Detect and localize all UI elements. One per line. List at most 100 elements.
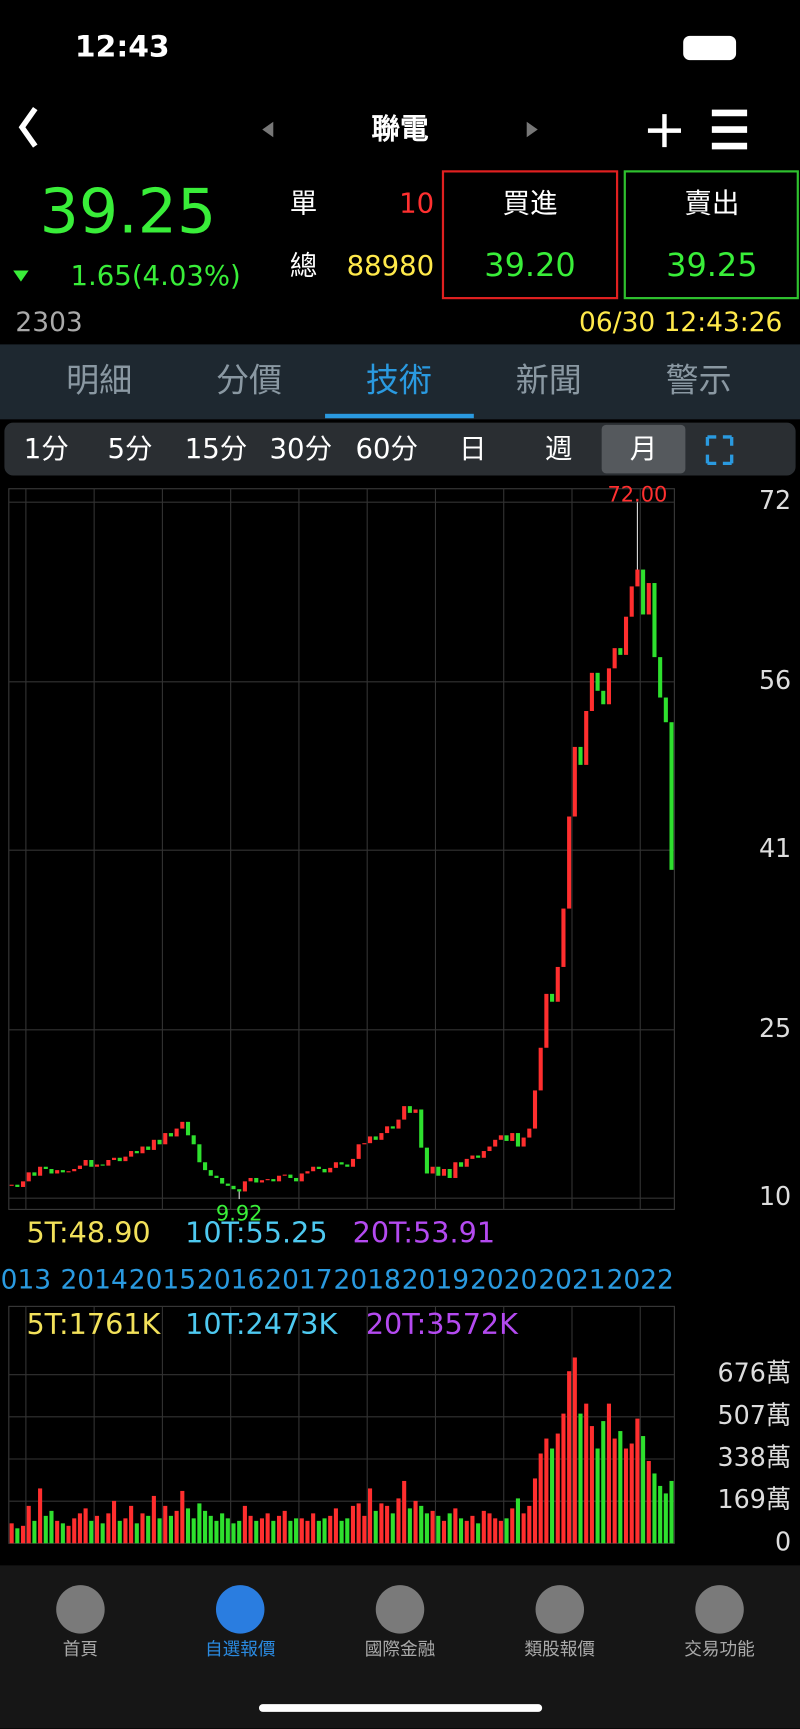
- nav-icon[interactable]: [215, 1585, 265, 1634]
- candle: [578, 746, 583, 765]
- x-tick-label: 2017: [265, 1265, 332, 1296]
- timestamp: 06/30 12:43:26: [579, 307, 782, 338]
- candle: [481, 1151, 486, 1158]
- candle: [237, 1189, 242, 1192]
- period[interactable]: 15分: [185, 433, 248, 465]
- candle: [595, 672, 600, 691]
- volume-bar: [203, 1510, 208, 1544]
- tab[interactable]: 技術: [366, 360, 432, 399]
- next-stock[interactable]: [526, 121, 538, 138]
- back-button[interactable]: [18, 106, 38, 148]
- candle: [20, 1181, 26, 1187]
- volume-bar: [447, 1513, 452, 1544]
- nav-label[interactable]: 國際金融: [365, 1639, 436, 1660]
- candle: [493, 1139, 498, 1147]
- nav-label[interactable]: 首頁: [63, 1639, 98, 1660]
- volume-bar: [356, 1503, 361, 1544]
- tab[interactable]: 新聞: [516, 360, 582, 399]
- candle: [367, 1136, 373, 1144]
- volume-bar: [487, 1513, 492, 1544]
- candle: [129, 1151, 134, 1157]
- candle: [191, 1135, 196, 1145]
- period[interactable]: 60分: [355, 433, 418, 465]
- status-time: 12:43: [75, 29, 170, 64]
- volume-bar: [294, 1518, 299, 1544]
- x-tick-label: 2015: [129, 1265, 196, 1296]
- volume-bar: [572, 1357, 577, 1544]
- period[interactable]: 30分: [270, 433, 333, 465]
- candle: [294, 1177, 299, 1182]
- volume-bar: [567, 1371, 572, 1544]
- candle: [271, 1179, 276, 1182]
- candle: [441, 1168, 447, 1176]
- nav-label[interactable]: 自選報價: [205, 1639, 276, 1660]
- candle: [606, 668, 612, 705]
- candle: [66, 1171, 71, 1173]
- tab[interactable]: 警示: [666, 360, 732, 399]
- x-tick-label: 2019: [402, 1265, 469, 1296]
- volume-bar: [584, 1403, 589, 1544]
- candle: [572, 746, 577, 817]
- volume-bar: [396, 1498, 401, 1544]
- volume-bar: [623, 1448, 629, 1544]
- ma-legend: 20T:53.91: [353, 1216, 495, 1250]
- prev-stock[interactable]: [262, 121, 274, 138]
- ask-box[interactable]: [623, 170, 799, 300]
- candle: [538, 1047, 543, 1091]
- bid-price: 39.20: [484, 246, 575, 284]
- candle: [15, 1184, 20, 1187]
- volume-ma-legend: 5T:1761K: [26, 1307, 161, 1341]
- single-volume: 10: [399, 187, 434, 219]
- fullscreen-button[interactable]: [705, 435, 734, 466]
- period[interactable]: 月: [630, 433, 658, 465]
- nav-icon[interactable]: [56, 1585, 105, 1634]
- volume-bar: [328, 1515, 333, 1544]
- period[interactable]: 5分: [107, 433, 152, 465]
- nav-label[interactable]: 交易功能: [684, 1639, 755, 1660]
- volume-bar: [652, 1473, 657, 1544]
- volume-bar: [134, 1523, 139, 1544]
- volume-bar: [157, 1518, 162, 1544]
- candle: [453, 1162, 458, 1178]
- bid-label: 買進: [502, 187, 557, 219]
- volume-bar: [407, 1508, 412, 1544]
- volume-bar: [32, 1520, 37, 1544]
- volume-bar: [259, 1518, 265, 1544]
- candle: [151, 1139, 156, 1150]
- candle: [419, 1109, 424, 1148]
- down-arrow: [13, 270, 29, 282]
- nav-label[interactable]: 類股報價: [525, 1639, 596, 1660]
- tab[interactable]: 分價: [216, 360, 282, 399]
- nav-icon[interactable]: [695, 1585, 744, 1634]
- period[interactable]: 日: [459, 433, 487, 465]
- add-button[interactable]: [647, 114, 681, 148]
- candle: [464, 1158, 469, 1167]
- volume-bar: [413, 1500, 418, 1544]
- candle: [106, 1160, 111, 1166]
- menu-button[interactable]: [711, 109, 748, 150]
- last-price: 39.25: [40, 176, 217, 248]
- volume-bar: [43, 1515, 48, 1544]
- volume-bar: [26, 1505, 31, 1544]
- volume-bar: [77, 1513, 82, 1544]
- bid-box[interactable]: [441, 170, 619, 300]
- volume-bar: [214, 1520, 219, 1544]
- volume-bar: [322, 1518, 327, 1544]
- period[interactable]: 1分: [24, 433, 69, 465]
- candle: [77, 1165, 82, 1169]
- period[interactable]: 週: [545, 433, 573, 465]
- candle: [390, 1126, 395, 1129]
- volume-bar: [15, 1528, 20, 1544]
- volume-bar: [345, 1518, 350, 1544]
- volume-bar: [510, 1508, 515, 1544]
- volume-bar: [669, 1480, 674, 1544]
- volume-bar: [606, 1403, 612, 1544]
- nav-icon[interactable]: [535, 1585, 585, 1634]
- volume-bar: [311, 1513, 316, 1544]
- volume-bar: [515, 1498, 520, 1544]
- nav-icon[interactable]: [375, 1585, 425, 1634]
- tab[interactable]: 明細: [66, 360, 132, 399]
- volume-bar: [117, 1520, 122, 1544]
- candle: [242, 1181, 247, 1192]
